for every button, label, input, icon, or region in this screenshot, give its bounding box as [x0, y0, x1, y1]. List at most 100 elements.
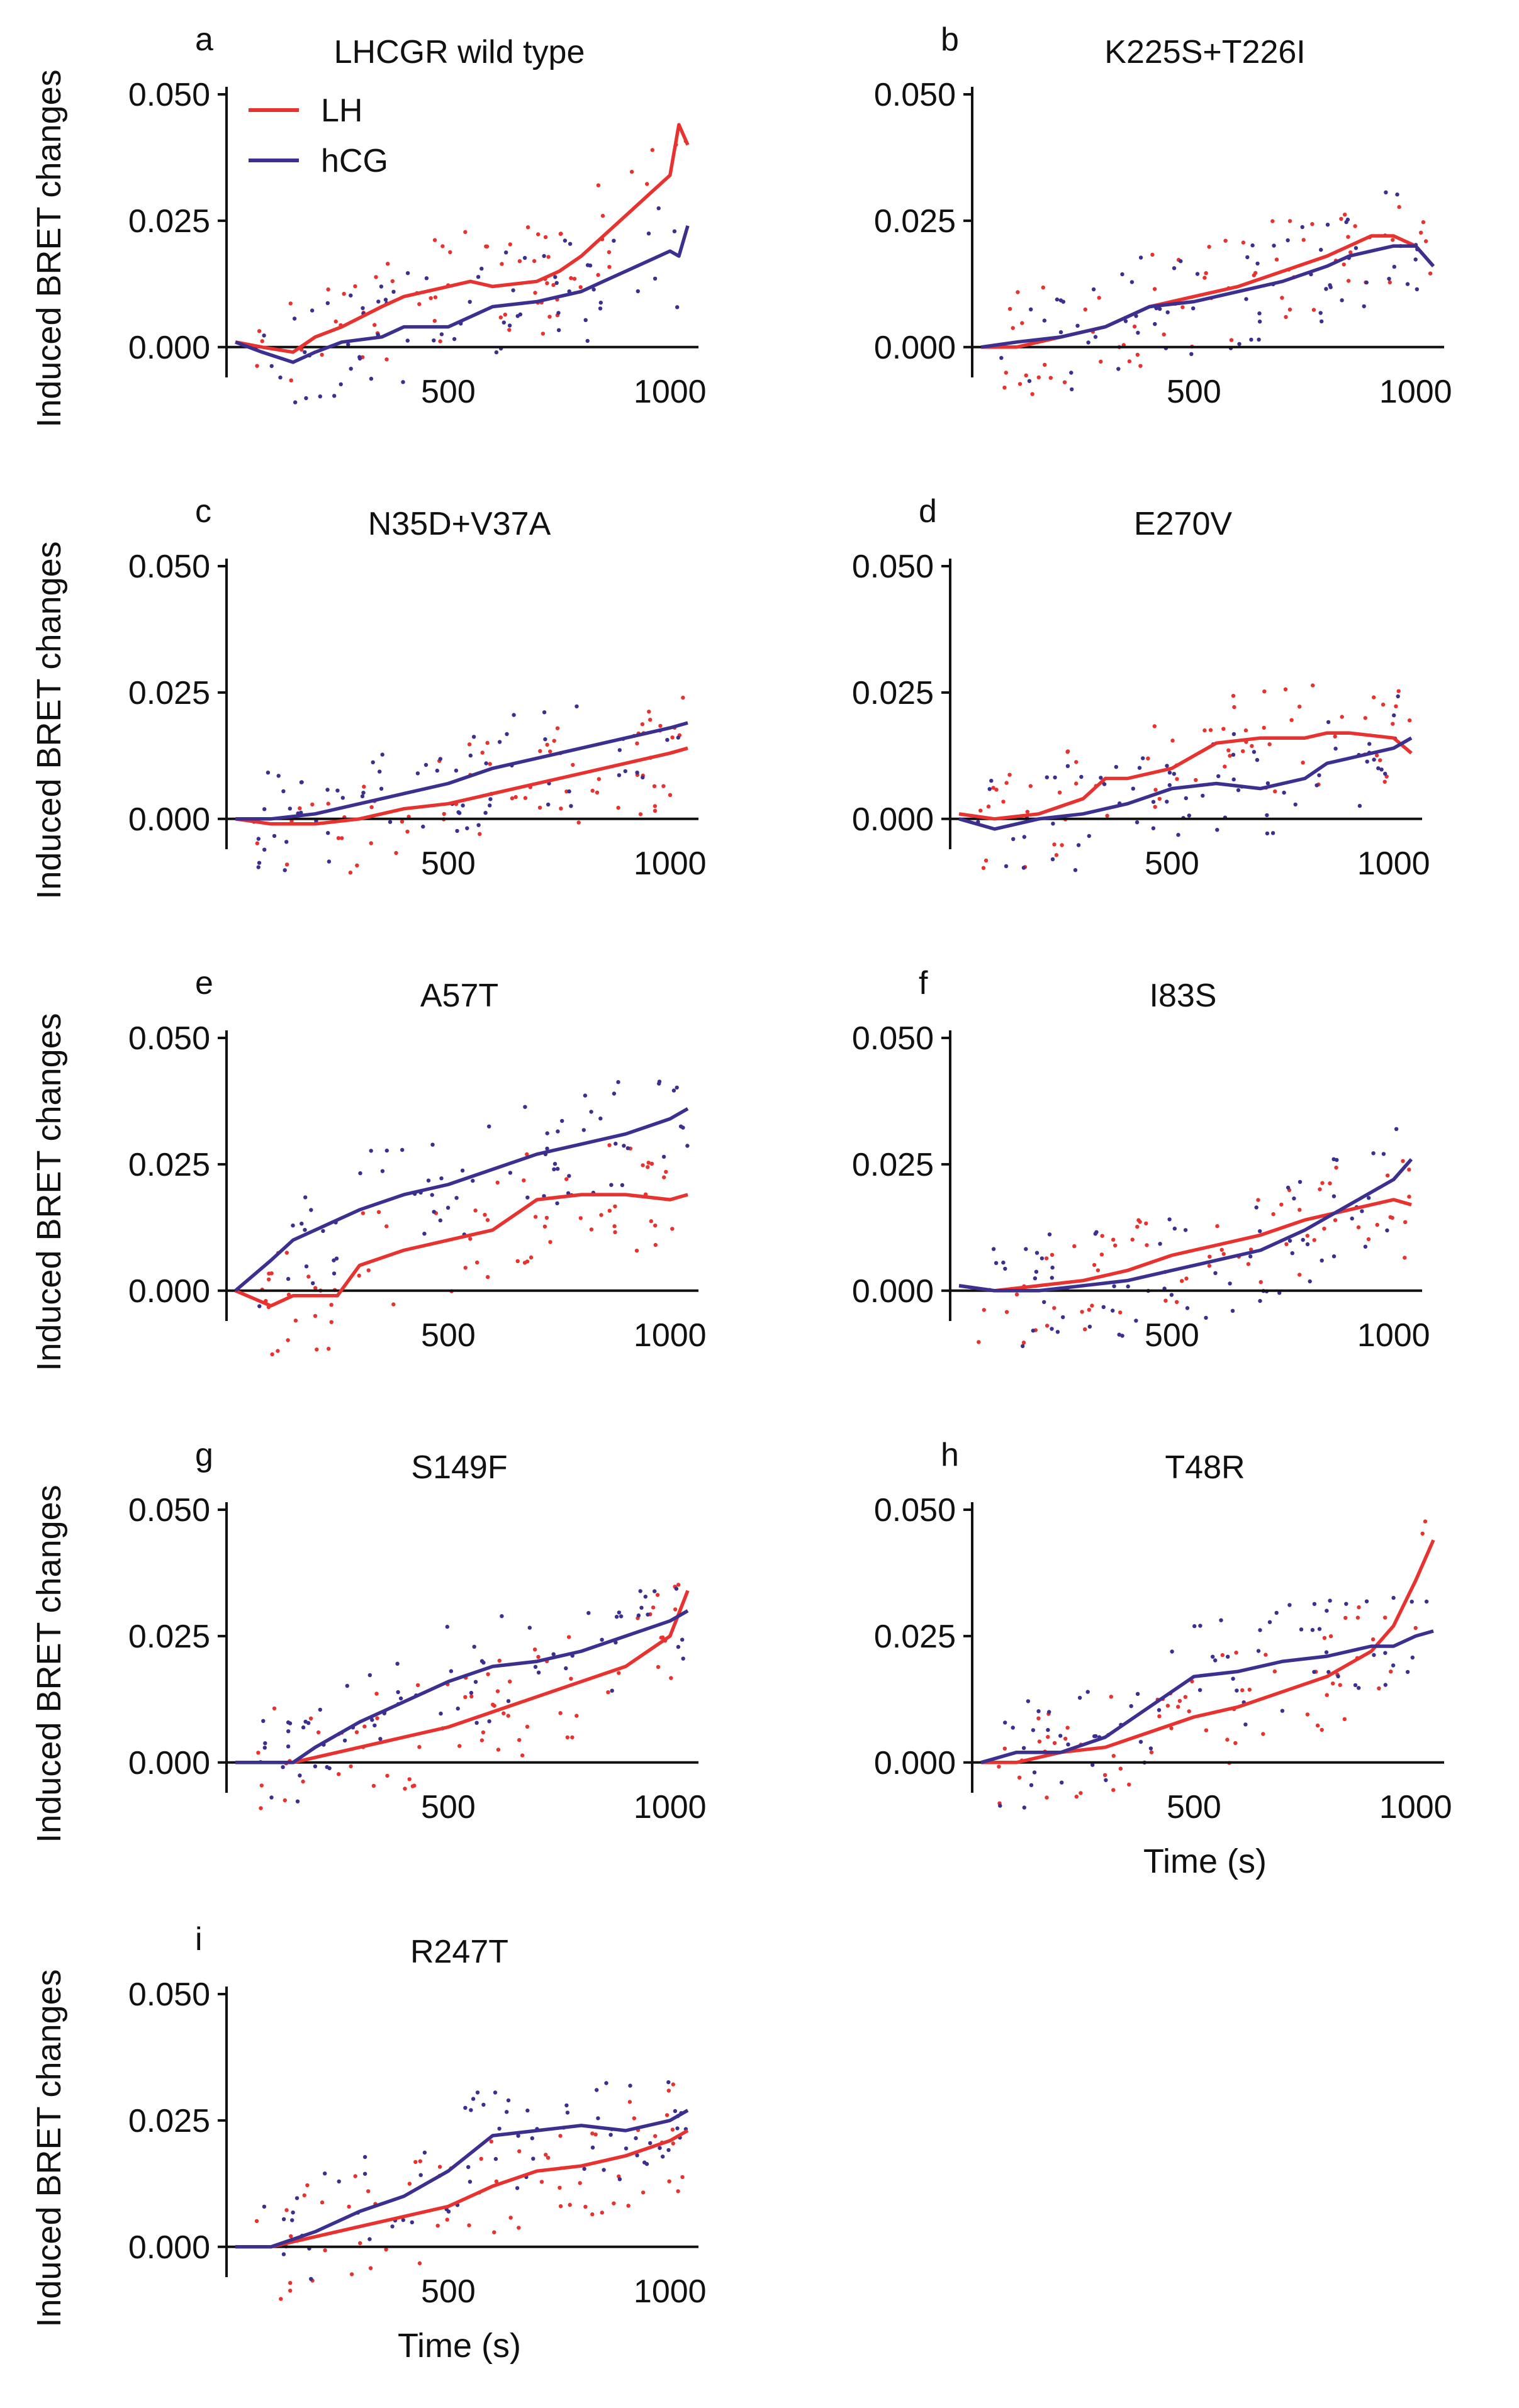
scatter-dot-hcg	[991, 1247, 996, 1251]
scatter-dot-lh	[669, 1676, 673, 1680]
scatter-dot-hcg	[1336, 1674, 1340, 1679]
scatter-dot-lh	[666, 2088, 671, 2093]
scatter-dot-lh	[607, 250, 612, 255]
scatter-dot-hcg	[1405, 1669, 1410, 1675]
scatter-dot-lh	[1375, 1222, 1379, 1227]
scatter-dot-lh	[653, 2134, 658, 2138]
scatter-dot-lh	[1187, 1709, 1191, 1714]
scatter-dot-hcg	[398, 1696, 403, 1701]
panel-title: I83S	[1150, 978, 1217, 1014]
scatter-dot-lh	[1394, 704, 1398, 709]
panel-title: S149F	[411, 1449, 507, 1486]
scatter-dot-hcg	[1126, 1284, 1130, 1289]
scatter-dot-hcg	[582, 2166, 586, 2171]
scatter-dot-lh	[1287, 307, 1292, 312]
scatter-dot-lh	[1267, 742, 1272, 747]
scatter-dot-hcg	[1101, 1305, 1106, 1309]
scatter-dot-hcg	[291, 2210, 295, 2215]
scatter-dot-hcg	[327, 859, 332, 864]
scatter-dot-lh	[289, 2234, 293, 2239]
scatter-dot-hcg	[628, 2083, 632, 2088]
scatter-dot-hcg	[1065, 764, 1070, 769]
scatter-dot-hcg	[1395, 192, 1399, 197]
scatter-dot-hcg	[426, 1178, 431, 1183]
scatter-dot-hcg	[1120, 1334, 1124, 1338]
scatter-dot-lh	[578, 285, 583, 289]
scatter-dot-hcg	[612, 1091, 617, 1096]
scatter-dot-hcg	[335, 788, 340, 793]
scatter-dot-hcg	[1344, 1602, 1348, 1606]
scatter-dot-hcg	[530, 2136, 534, 2141]
scatter-dot-lh	[555, 726, 560, 730]
scatter-dot-lh	[1311, 308, 1316, 312]
y-tick-label: 0.025	[128, 2103, 210, 2139]
scatter-dot-hcg	[1231, 732, 1236, 737]
scatter-dot-lh	[415, 1683, 420, 1688]
scatter-dot-hcg	[483, 811, 488, 815]
series-line-lh	[958, 731, 1413, 821]
scatter-dot-lh	[1333, 734, 1337, 739]
scatter-dot-hcg	[384, 1148, 389, 1153]
scatter-dot-lh	[670, 2127, 675, 2132]
scatter-dot-hcg	[1170, 1649, 1174, 1654]
scatter-dot-hcg	[466, 2165, 471, 2170]
scatter-dot-lh	[670, 1227, 675, 1231]
y-tick-label: 0.025	[128, 1147, 210, 1183]
scatter-dot-lh	[671, 2082, 676, 2087]
scatter-dot-hcg	[286, 1720, 291, 1725]
scatter-dot-hcg	[505, 2110, 509, 2114]
scatter-dot-hcg	[342, 1738, 347, 1743]
scatter-dot-hcg	[1027, 379, 1032, 383]
scatter-dot-hcg	[468, 299, 472, 304]
scatter-dot-hcg	[598, 1116, 603, 1121]
scatter-dot-lh	[546, 2156, 551, 2160]
scatter-dot-lh	[1017, 382, 1023, 386]
scatter-dot-hcg	[672, 229, 677, 233]
scatter-dot-lh	[1065, 749, 1070, 754]
scatter-dot-hcg	[1022, 835, 1027, 839]
scatter-dot-hcg	[1301, 1237, 1305, 1242]
scatter-dot-hcg	[1312, 1602, 1317, 1606]
scatter-dot-lh	[308, 1716, 313, 1720]
scatter-dot-lh	[407, 1777, 412, 1781]
scatter-dot-lh	[385, 1773, 390, 1778]
scatter-dot-hcg	[552, 1162, 558, 1166]
panel-i: 0.000 0.025 0.050 500 1000 i R247T Induced BRET…	[30, 1921, 707, 2365]
scatter-dot-hcg	[294, 2196, 300, 2200]
scatter-dot-hcg	[1360, 1209, 1364, 1213]
scatter-dot-hcg	[256, 837, 261, 841]
scatter-dot-lh	[316, 1730, 321, 1735]
scatter-dot-hcg	[511, 288, 515, 293]
x-tick-label: 500	[1145, 1317, 1199, 1354]
scatter-dot-hcg	[473, 1680, 478, 1684]
scatter-dot-hcg	[1255, 261, 1260, 266]
scatter-dot-hcg	[556, 1129, 560, 1134]
scatter-dot-lh	[442, 811, 446, 817]
scatter-dot-lh	[1381, 702, 1386, 707]
x-tick-label: 1000	[634, 845, 707, 882]
scatter-dot-lh	[417, 1745, 422, 1749]
scatter-dot-lh	[647, 710, 651, 714]
scatter-dot-lh	[1052, 1306, 1057, 1310]
panel-letter: f	[919, 965, 928, 1001]
scatter-dot-hcg	[554, 281, 559, 285]
scatter-dot-hcg	[512, 713, 516, 717]
scatter-dot-hcg	[370, 1717, 374, 1722]
scatter-dot-lh	[468, 1237, 473, 1241]
scatter-dot-hcg	[438, 1218, 442, 1223]
scatter-dot-hcg	[636, 289, 640, 294]
scatter-dot-hcg	[565, 2110, 570, 2115]
scatter-dot-hcg	[1215, 828, 1219, 832]
scatter-dot-hcg	[379, 284, 384, 289]
scatter-dot-lh	[1169, 1726, 1174, 1731]
scatter-dot-lh	[376, 1210, 381, 1215]
scatter-dot-hcg	[564, 2103, 569, 2108]
scatter-dot-hcg	[257, 861, 262, 865]
scatter-dot-lh	[315, 1347, 319, 1352]
scatter-dot-lh	[596, 183, 601, 187]
scatter-dot-hcg	[1345, 217, 1350, 222]
y-axis-label: Induced BRET changes	[30, 1969, 68, 2327]
scatter-dot-hcg	[1183, 1228, 1188, 1232]
scatter-dot-lh	[390, 279, 395, 284]
scatter-dot-lh	[1043, 362, 1047, 367]
